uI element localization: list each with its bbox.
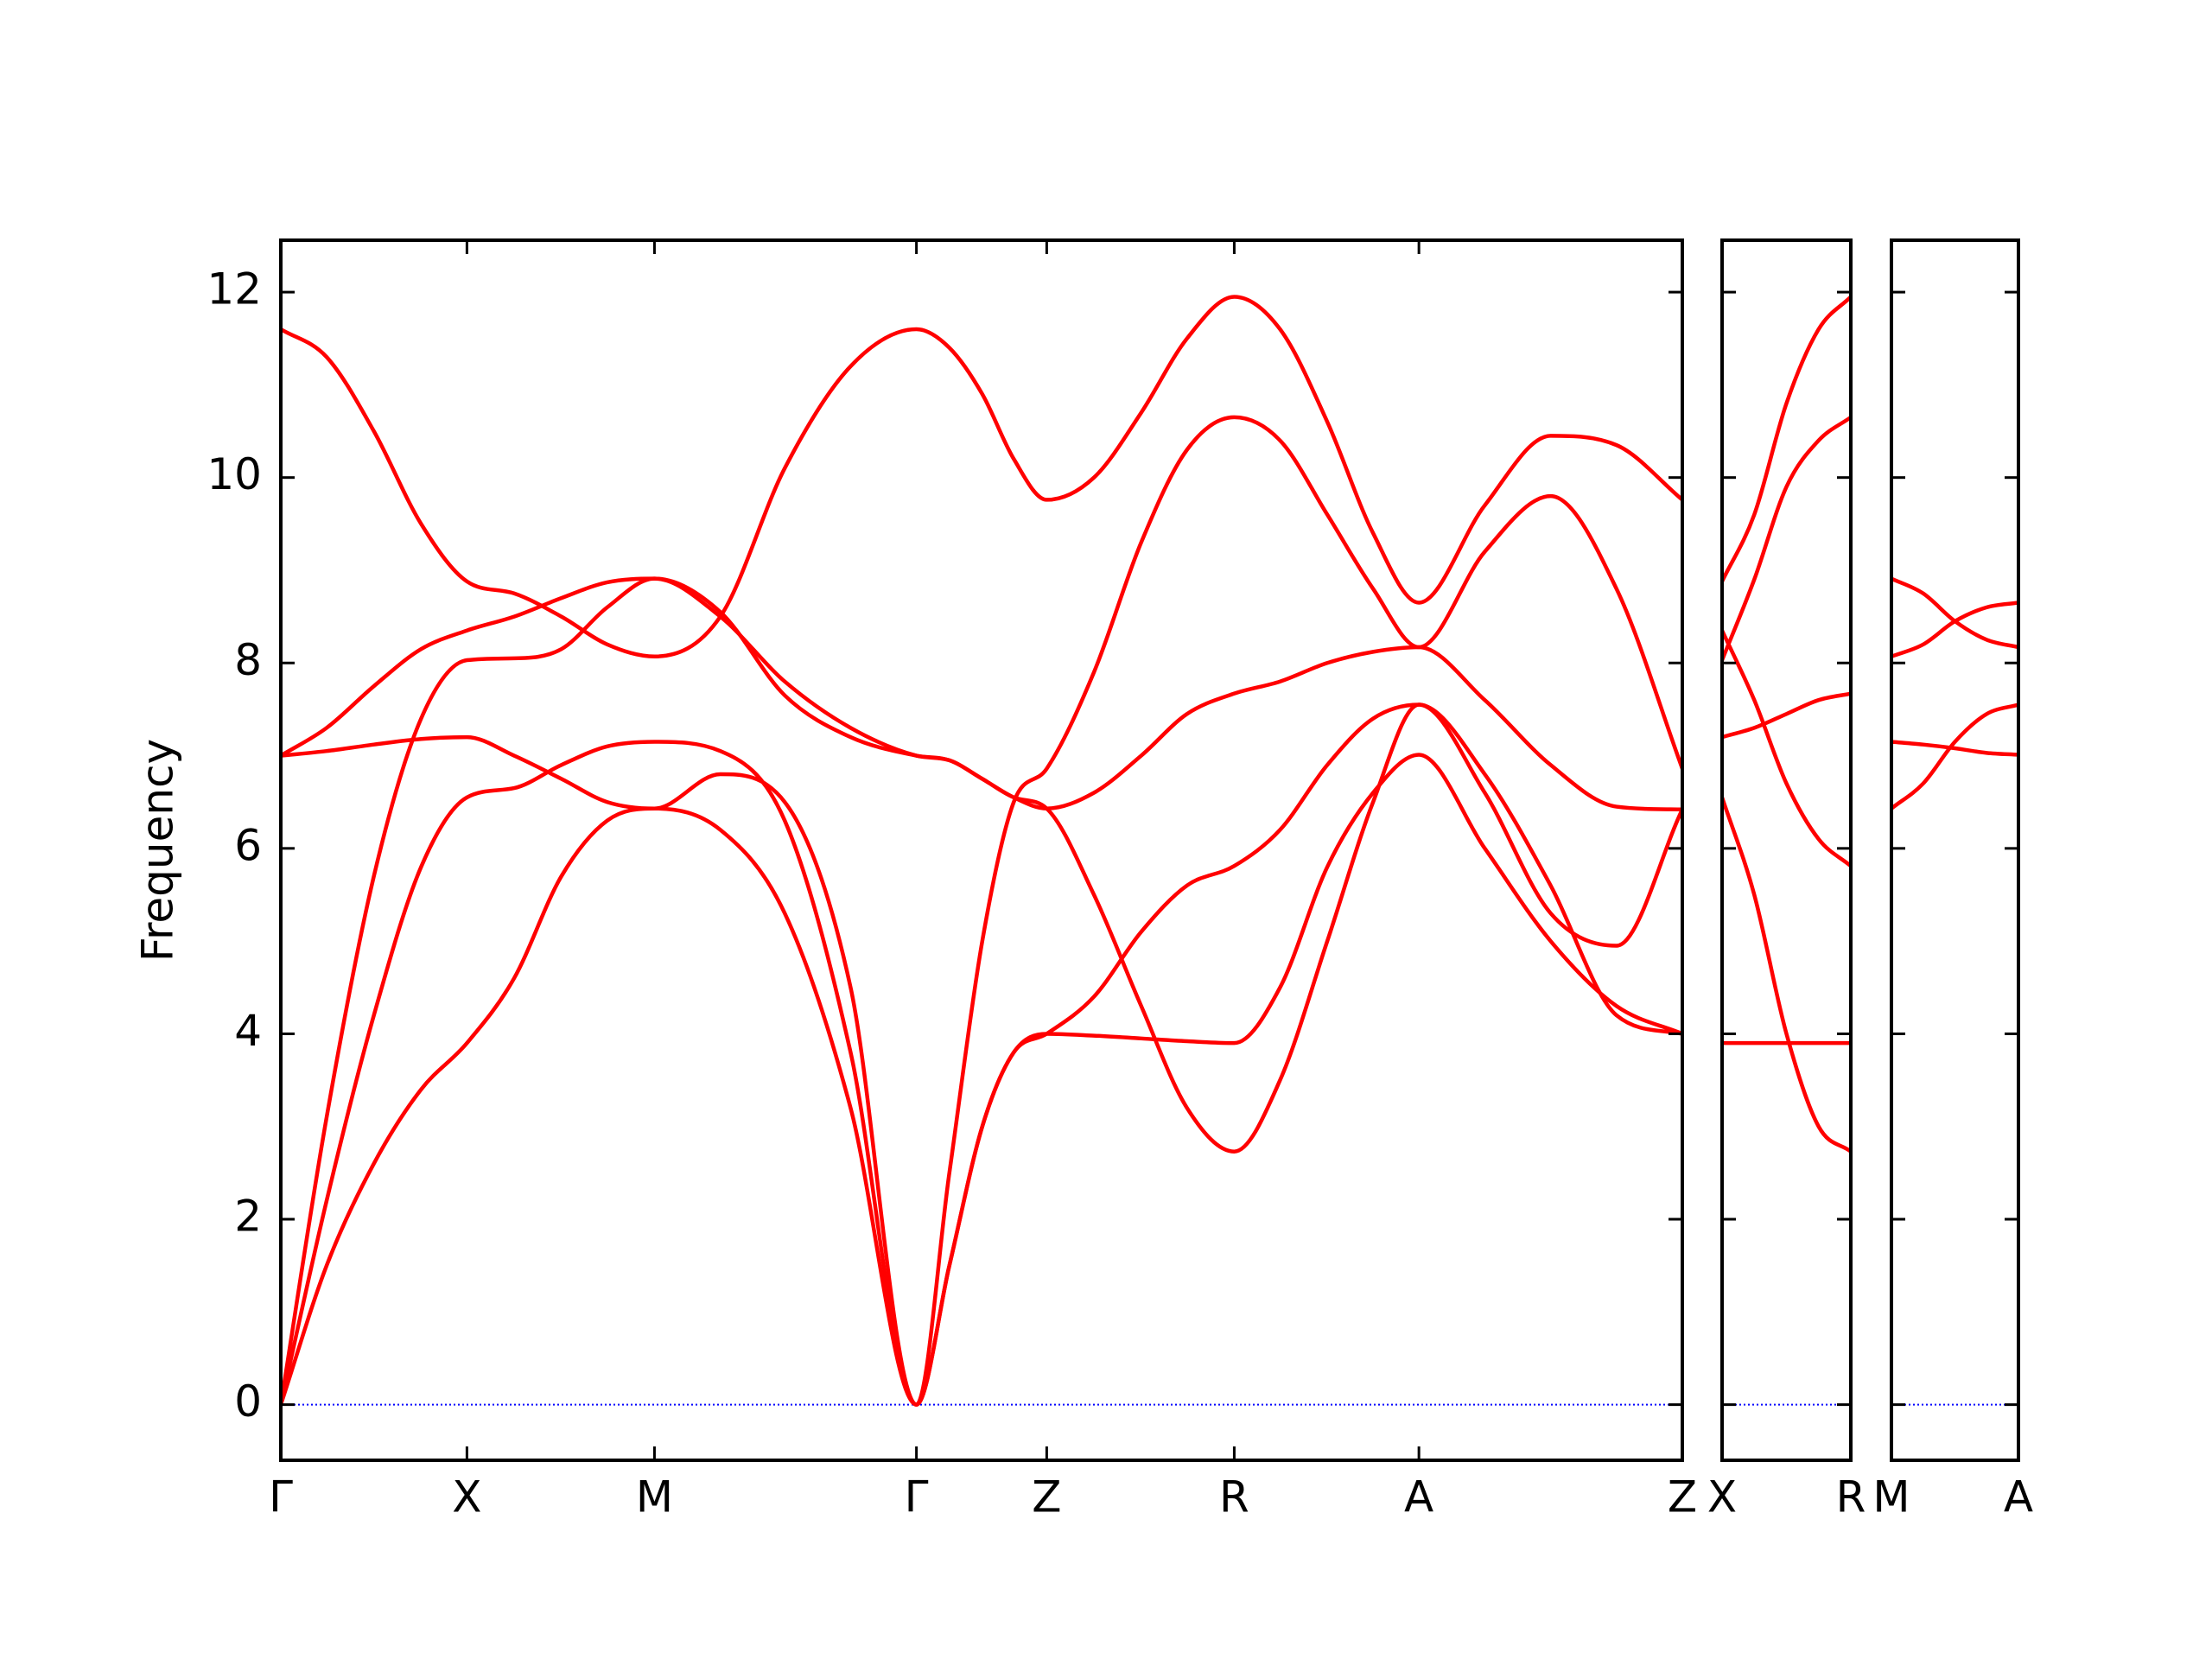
x-tick-label: M — [636, 1472, 673, 1522]
x-tick-label: M — [1872, 1472, 1910, 1522]
band-line — [281, 295, 1682, 659]
x-tick-label: R — [1836, 1472, 1866, 1522]
axes-frame — [279, 238, 1684, 1462]
x-tick-label: X — [452, 1472, 481, 1522]
band-line — [281, 576, 1682, 1405]
y-tick-label: 10 — [207, 449, 262, 499]
x-tick-label: A — [1404, 1472, 1433, 1522]
y-tick-label: 6 — [234, 820, 262, 870]
y-tick-label: 2 — [234, 1192, 262, 1242]
axes-frame — [1890, 238, 2020, 1462]
y-tick-label: 8 — [234, 635, 262, 685]
axes-frame — [1720, 238, 1853, 1462]
y-tick-label: 4 — [234, 1006, 262, 1056]
band-line — [1722, 629, 1851, 868]
band-line — [1891, 740, 2018, 757]
x-tick-label: Γ — [905, 1472, 929, 1522]
x-tick-label: R — [1219, 1472, 1249, 1522]
band-line — [1891, 601, 2018, 658]
band-line — [281, 753, 1682, 1407]
band-line — [1891, 702, 2018, 810]
y-tick-label: 12 — [207, 264, 262, 315]
x-tick-label: Γ — [269, 1472, 293, 1522]
x-tick-label: A — [2004, 1472, 2033, 1522]
y-tick-label: 0 — [234, 1376, 262, 1427]
band-line — [1722, 797, 1851, 1154]
x-tick-label: X — [1707, 1472, 1737, 1522]
band-line — [1722, 295, 1851, 582]
y-axis-label: Frequency — [133, 739, 183, 962]
x-tick-label: Z — [1668, 1472, 1697, 1522]
band-line — [281, 415, 1682, 1407]
band-line — [1722, 691, 1851, 740]
x-tick-label: Z — [1032, 1472, 1061, 1522]
band-line — [1722, 416, 1851, 661]
